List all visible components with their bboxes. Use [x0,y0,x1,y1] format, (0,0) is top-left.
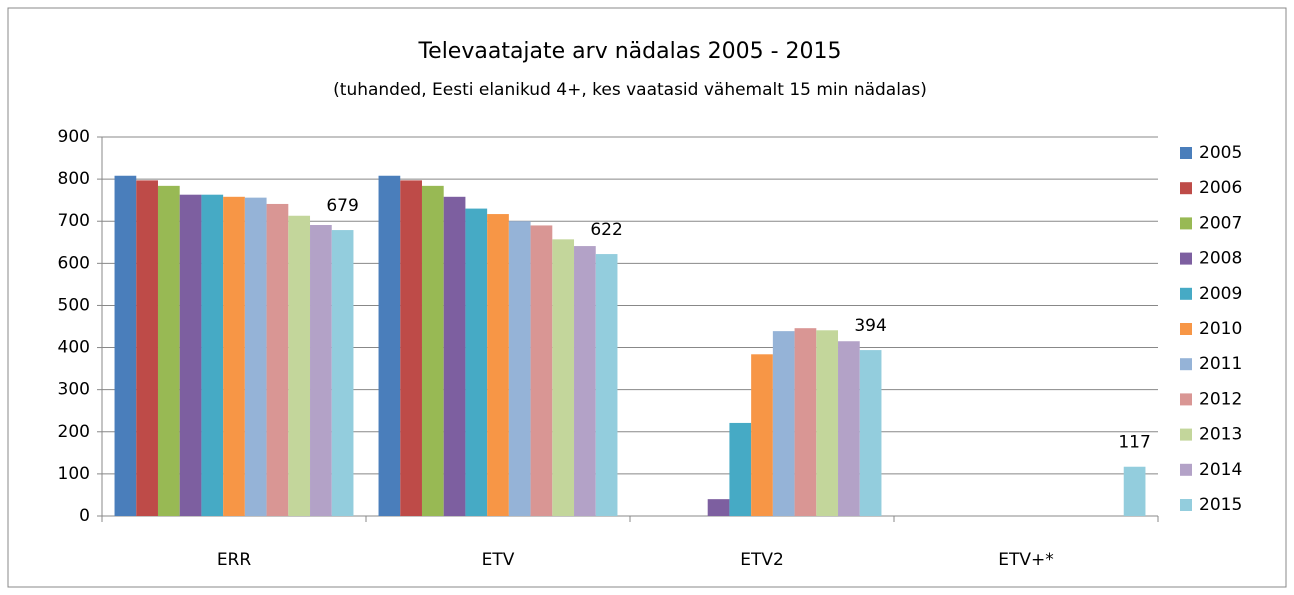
data-label: 622 [590,220,622,240]
bar [729,422,752,516]
bar [244,197,267,516]
data-label: 117 [1118,433,1150,453]
legend-label: 2009 [1199,284,1242,304]
bar [136,180,158,516]
bar [595,254,618,516]
y-tick-label: 800 [58,169,90,189]
legend-label: 2014 [1199,460,1242,480]
bar [859,350,882,516]
bar [331,230,354,516]
y-tick-label: 0 [79,506,90,526]
bar [508,221,531,516]
y-tick-label: 400 [58,338,90,358]
y-tick-label: 300 [58,380,90,400]
bar [421,185,444,517]
legend-label: 2013 [1199,425,1242,445]
bar [443,196,466,516]
data-label: 679 [326,196,358,216]
chart-subtitle: (tuhanded, Eesti elanikud 4+, kes vaatas… [333,80,927,100]
legend-swatch [1180,428,1192,441]
bar [157,185,180,517]
bar [288,215,311,516]
legend-swatch [1180,499,1192,511]
bar [794,328,817,516]
x-tick-label: ETV+* [998,550,1054,570]
bar [266,203,289,516]
bar [465,208,488,517]
bar [574,246,596,516]
bar [400,180,422,516]
y-tick-label: 500 [58,295,90,315]
legend-swatch [1180,393,1192,406]
bar [772,331,795,516]
legend-label: 2007 [1199,213,1242,233]
bar [552,239,575,516]
bar [707,499,730,516]
legend-swatch [1180,463,1192,476]
legend-swatch [1180,358,1192,371]
y-tick-label: 100 [58,464,90,484]
legend-label: 2005 [1199,143,1242,163]
bar [223,196,245,516]
bar [378,175,401,516]
bar [1123,466,1146,516]
legend-label: 2010 [1199,319,1242,339]
legend-label: 2008 [1199,249,1242,269]
bar [114,175,137,516]
legend-swatch [1180,147,1192,159]
legend-label: 2006 [1199,178,1242,198]
legend-label: 2012 [1199,389,1242,409]
legend-label: 2015 [1199,495,1242,515]
legend-swatch [1180,287,1192,300]
bar [201,194,224,517]
bar [816,330,839,516]
bar [310,225,332,517]
legend-swatch [1180,323,1192,335]
legend-swatch [1180,252,1192,265]
y-tick-label: 900 [58,127,90,147]
bar [751,354,773,516]
legend-swatch [1180,182,1192,195]
data-label: 394 [854,316,886,336]
legend-label: 2011 [1199,354,1242,374]
x-tick-label: ERR [217,550,252,570]
y-tick-label: 700 [58,211,90,231]
chart-title: Televaatajate arv nädalas 2005 - 2015 [417,39,841,64]
x-tick-label: ETV [482,550,515,570]
x-tick-label: ETV2 [740,550,784,570]
bar [179,194,202,517]
legend-swatch [1180,217,1192,230]
y-tick-label: 200 [58,422,90,442]
bar [487,214,509,516]
bar [838,341,860,516]
y-tick-label: 600 [58,253,90,273]
bar [530,225,553,516]
